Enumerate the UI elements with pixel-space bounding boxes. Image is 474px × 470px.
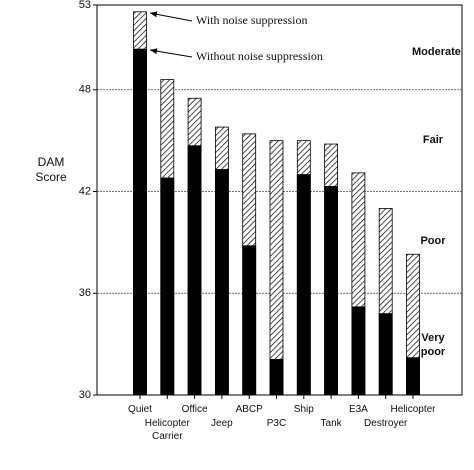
bar-without — [296, 174, 311, 396]
zone-label: Very poor — [420, 332, 446, 358]
y-tick-label: 36 — [79, 287, 91, 299]
x-tick-label: ABCP — [235, 404, 263, 415]
bar-without — [133, 48, 147, 396]
bar-with — [269, 140, 284, 396]
legend-with: With noise suppression — [196, 13, 308, 27]
y-tick-label: 48 — [79, 84, 91, 96]
bar-without — [378, 313, 393, 396]
x-tick-label: Helicopter — [390, 404, 436, 415]
y-tick-label: 30 — [79, 389, 91, 401]
legend-without: Without noise suppression — [196, 49, 323, 63]
zone-label: Moderate — [412, 46, 461, 58]
bar-without — [269, 358, 284, 396]
x-tick-label: P3C — [266, 418, 287, 429]
bar-without — [242, 245, 257, 396]
x-tick-label: Helicopter Carrier — [144, 418, 190, 442]
bar-without — [214, 169, 229, 396]
bar-without — [160, 177, 175, 396]
x-tick-label: Jeep — [211, 418, 233, 429]
y-axis-label: DAM Score — [35, 155, 67, 184]
arrow — [149, 11, 193, 22]
bar-without — [406, 357, 420, 396]
x-tick-label: Office — [181, 404, 208, 415]
arrow — [149, 48, 193, 58]
bar-without — [324, 186, 339, 396]
x-tick-label: E3A — [348, 404, 368, 415]
x-tick-label: Destroyer — [364, 418, 408, 429]
zone-label: Fair — [422, 134, 444, 146]
x-tick-label: Quiet — [128, 404, 152, 415]
bar-without — [187, 145, 202, 396]
y-tick-label: 42 — [79, 185, 91, 197]
x-tick-label: Ship — [293, 404, 314, 415]
x-tick-label: Tank — [320, 418, 342, 429]
zone-label: Poor — [420, 235, 446, 247]
bar-without — [351, 306, 366, 396]
y-tick-label: 53 — [79, 0, 91, 11]
